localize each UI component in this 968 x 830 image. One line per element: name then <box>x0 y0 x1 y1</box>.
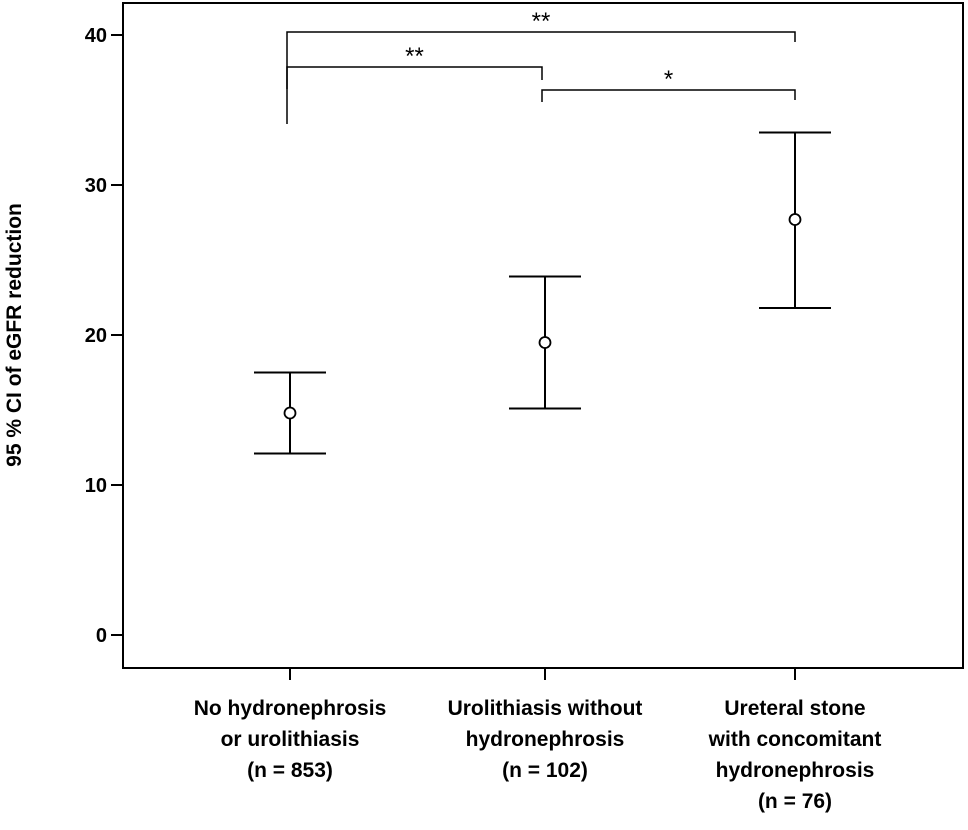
y-tick-label: 40 <box>85 25 107 47</box>
x-category-label: No hydronephrosis <box>194 697 387 720</box>
x-category-label: (n = 102) <box>502 759 588 782</box>
significance-bracket-line <box>286 31 796 124</box>
y-tick-label: 0 <box>96 625 107 647</box>
x-category-label: hydronephrosis <box>466 728 625 751</box>
x-category-label: Ureteral stone <box>724 697 865 720</box>
x-category-label: hydronephrosis <box>716 759 875 782</box>
y-tick-label: 30 <box>85 175 107 197</box>
x-category-label: (n = 853) <box>247 759 333 782</box>
significance-label: ** <box>532 8 551 35</box>
error-bar <box>509 275 581 410</box>
significance-bracket-line <box>541 89 796 102</box>
error-bars <box>254 131 831 455</box>
x-axis: No hydronephrosis or urolithiasis (n = 853… <box>194 668 882 813</box>
error-bar <box>759 131 831 309</box>
significance-label: * <box>664 66 673 93</box>
x-category-label: (n = 76) <box>758 790 832 813</box>
mean-point <box>283 406 297 420</box>
x-category-label: or urolithiasis <box>221 728 360 751</box>
y-tick-label: 20 <box>85 325 107 347</box>
significance-bracket: ** <box>286 8 796 124</box>
mean-point <box>788 213 802 226</box>
y-tick-label: 10 <box>85 475 107 497</box>
mean-point <box>538 336 552 349</box>
significance-brackets: ***** <box>286 8 796 124</box>
significance-bracket: ** <box>286 43 543 89</box>
error-bar <box>254 371 326 455</box>
significance-bracket-line <box>286 66 543 89</box>
y-axis: 0 10 20 30 40 <box>85 25 123 647</box>
plot-frame <box>122 2 964 669</box>
x-category-label: with concomitant <box>708 728 882 751</box>
y-axis-label: 95 % CI of eGFR reduction <box>3 203 26 467</box>
x-category-label: Urolithiasis without <box>448 697 643 720</box>
significance-bracket: * <box>541 66 796 102</box>
significance-label: ** <box>405 43 424 70</box>
